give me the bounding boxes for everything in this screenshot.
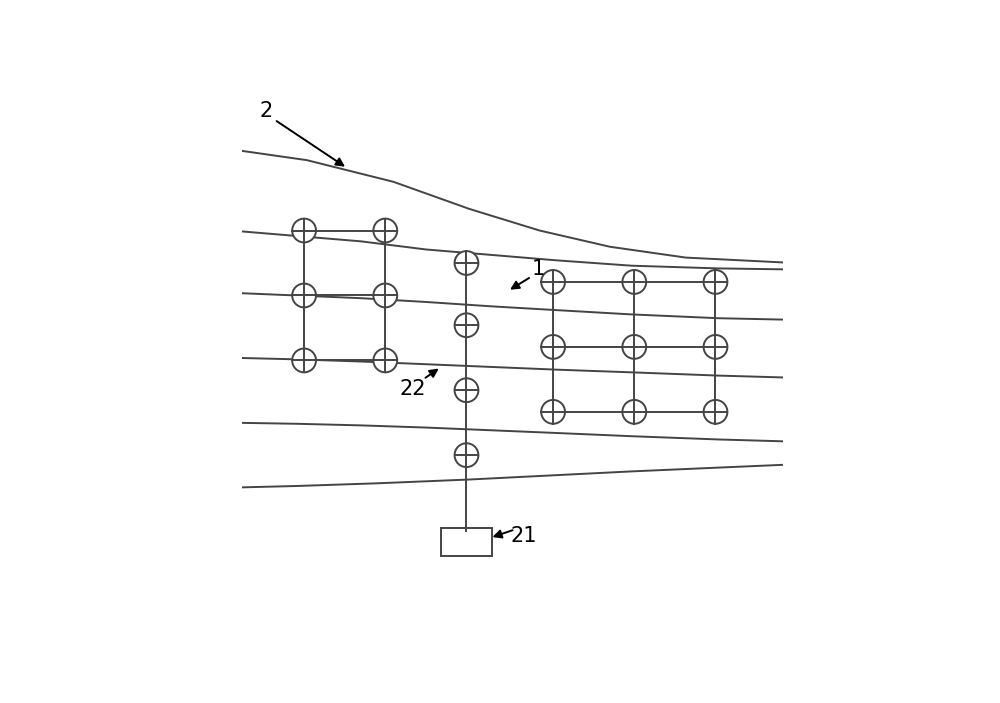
Text: 1: 1: [532, 259, 545, 280]
Text: 2: 2: [260, 101, 273, 122]
Circle shape: [704, 400, 727, 424]
Circle shape: [292, 349, 316, 373]
Text: 21: 21: [510, 527, 537, 546]
Circle shape: [455, 378, 478, 402]
Circle shape: [622, 335, 646, 359]
Circle shape: [373, 219, 397, 243]
Circle shape: [704, 270, 727, 294]
Circle shape: [292, 219, 316, 243]
Circle shape: [292, 283, 316, 307]
Circle shape: [373, 283, 397, 307]
Circle shape: [455, 444, 478, 467]
Circle shape: [622, 270, 646, 294]
Circle shape: [541, 400, 565, 424]
Circle shape: [622, 400, 646, 424]
Circle shape: [373, 349, 397, 373]
Circle shape: [541, 270, 565, 294]
Bar: [441, 528, 492, 556]
Circle shape: [541, 335, 565, 359]
Circle shape: [704, 335, 727, 359]
Circle shape: [455, 314, 478, 337]
Circle shape: [455, 251, 478, 275]
Text: 22: 22: [399, 379, 426, 399]
